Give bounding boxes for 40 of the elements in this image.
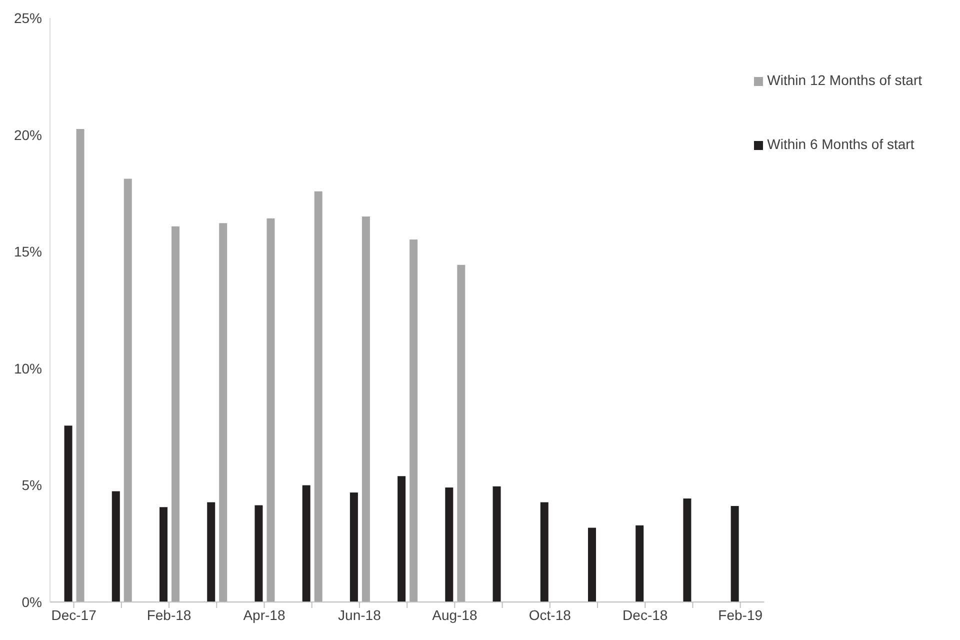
- bar: [112, 491, 120, 602]
- bar: [683, 498, 692, 602]
- x-tick-label: Feb-19: [718, 606, 763, 623]
- bar: [160, 507, 168, 602]
- legend-label: Within 12 Months of start: [767, 72, 922, 88]
- x-tick-label: Dec-17: [51, 606, 97, 623]
- y-tick-label: 10%: [14, 360, 42, 376]
- y-tick-label: 0%: [22, 594, 42, 610]
- legend-label: Within 6 Months of start: [767, 136, 914, 152]
- y-tick-label: 25%: [14, 10, 42, 26]
- bar: [254, 505, 263, 602]
- x-tick-label: Dec-18: [622, 606, 668, 623]
- bar: [362, 216, 370, 602]
- bar: [266, 218, 275, 602]
- bar: [410, 239, 418, 602]
- bar: [76, 128, 84, 602]
- bar: [350, 492, 358, 602]
- bar: [302, 485, 310, 602]
- bar: [540, 502, 548, 602]
- y-tick-label: 20%: [14, 126, 42, 143]
- y-tick-label: 15%: [14, 244, 42, 260]
- bar: [730, 506, 739, 602]
- x-tick-label: Jun-18: [338, 606, 382, 623]
- bar: [636, 525, 644, 602]
- bar: [457, 264, 466, 602]
- bar: [492, 486, 501, 602]
- x-tick-label: Aug-18: [432, 606, 478, 623]
- bar: [64, 426, 72, 602]
- bar: [314, 191, 322, 602]
- bar: [588, 528, 596, 602]
- x-tick-label: Feb-18: [146, 606, 192, 623]
- bar: [172, 226, 180, 602]
- bar: [219, 223, 228, 602]
- bar: [124, 178, 132, 602]
- bar: [445, 488, 454, 602]
- bar: [398, 476, 406, 602]
- x-tick-label: Apr-18: [243, 606, 286, 623]
- x-tick-label: Oct-18: [528, 606, 572, 623]
- y-tick-label: 5%: [22, 477, 42, 494]
- bar: [207, 502, 216, 602]
